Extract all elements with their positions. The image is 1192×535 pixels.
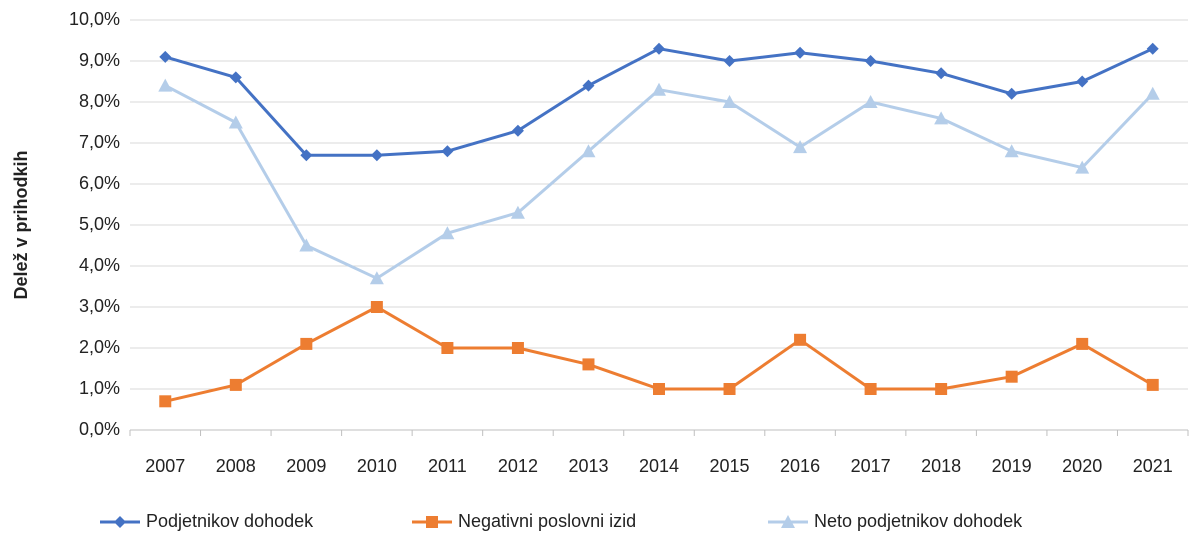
point: [441, 342, 454, 354]
point: [722, 95, 737, 108]
x-tick-label: 2010: [357, 456, 397, 476]
point: [370, 149, 383, 162]
point: [935, 67, 948, 80]
y-tick-label: 4,0%: [79, 255, 120, 275]
point: [1005, 370, 1018, 383]
point: [794, 46, 807, 59]
x-tick-label: 2016: [780, 456, 820, 476]
legend-marker: [114, 516, 126, 528]
point: [864, 55, 877, 67]
series-line: [164, 84, 1154, 280]
point: [653, 42, 665, 55]
legend-marker: [781, 515, 795, 528]
point: [864, 383, 877, 395]
point: [158, 78, 173, 92]
point: [935, 383, 948, 395]
legend-marker: [426, 516, 438, 528]
y-tick-label: 1,0%: [79, 378, 120, 398]
point: [229, 378, 242, 391]
point: [793, 140, 808, 154]
x-tick-label: 2014: [639, 456, 679, 476]
point: [723, 55, 736, 67]
point: [229, 71, 242, 84]
y-tick-label: 8,0%: [79, 91, 120, 111]
y-axis-label: Delež v prihodkih: [11, 150, 31, 299]
y-tick-label: 0,0%: [79, 419, 120, 439]
x-tick-label: 2020: [1062, 456, 1102, 476]
y-tick-label: 7,0%: [79, 132, 120, 152]
point: [1146, 42, 1159, 55]
x-tick-label: 2011: [428, 456, 467, 476]
point: [369, 271, 384, 285]
point: [723, 383, 736, 395]
x-tick-label: 2017: [851, 456, 891, 476]
x-tick-label: 2021: [1133, 456, 1173, 476]
point: [159, 395, 172, 408]
point: [934, 111, 949, 125]
point: [299, 238, 314, 252]
y-tick-label: 3,0%: [79, 296, 120, 316]
y-tick-label: 6,0%: [79, 173, 120, 193]
point: [794, 333, 807, 346]
point: [510, 205, 525, 219]
x-tick-label: 2015: [710, 456, 750, 476]
legend-label: Neto podjetnikov dohodek: [814, 511, 1023, 531]
point: [1076, 337, 1089, 350]
x-tick-label: 2019: [992, 456, 1032, 476]
point: [300, 149, 313, 162]
point: [441, 145, 454, 158]
point: [300, 337, 313, 350]
point: [228, 115, 243, 129]
legend-label: Podjetnikov dohodek: [146, 511, 314, 531]
point: [582, 358, 595, 371]
point: [863, 95, 878, 108]
point: [1145, 86, 1160, 100]
point: [1005, 87, 1018, 100]
point: [581, 144, 596, 158]
point: [159, 50, 172, 63]
point: [370, 301, 383, 313]
legend-label: Negativni poslovni izid: [458, 511, 636, 531]
x-tick-label: 2007: [145, 456, 185, 476]
point: [653, 383, 665, 395]
x-tick-label: 2012: [498, 456, 538, 476]
x-tick-label: 2018: [921, 456, 961, 476]
point: [511, 124, 524, 137]
point: [582, 79, 595, 92]
x-tick-label: 2009: [286, 456, 326, 476]
x-tick-label: 2013: [568, 456, 608, 476]
point: [1146, 378, 1159, 391]
point: [440, 226, 455, 240]
point: [1076, 75, 1089, 88]
point: [1075, 160, 1090, 174]
point: [1004, 144, 1019, 158]
y-tick-label: 9,0%: [79, 50, 120, 70]
x-tick-label: 2008: [216, 456, 256, 476]
y-tick-label: 10,0%: [69, 9, 120, 29]
point: [511, 342, 524, 354]
point: [652, 82, 666, 96]
y-tick-label: 2,0%: [79, 337, 120, 357]
y-tick-label: 5,0%: [79, 214, 120, 234]
